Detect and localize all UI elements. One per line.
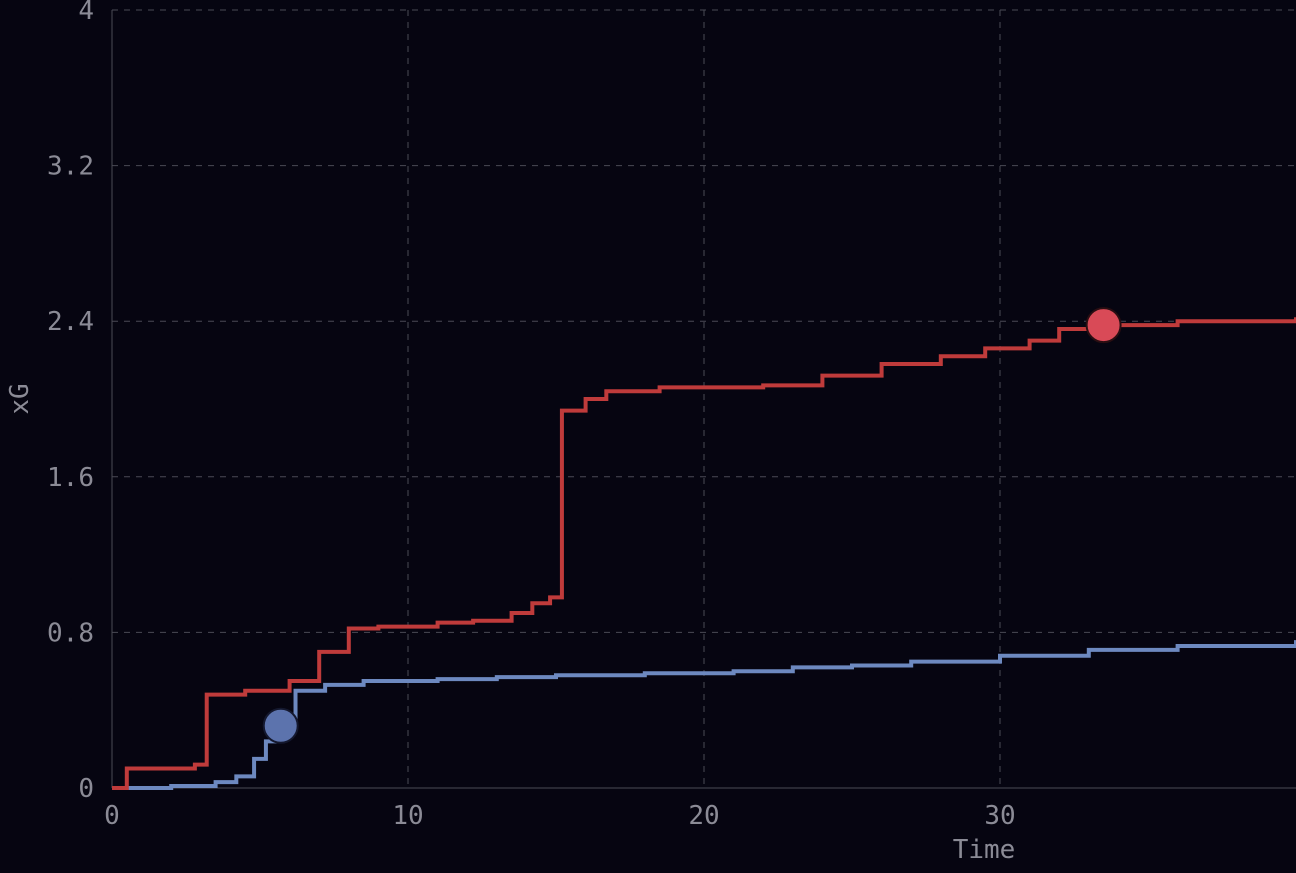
y-axis-label: xG <box>5 383 35 414</box>
y-tick-label: 0.8 <box>47 618 94 648</box>
series-blue-marker <box>264 709 298 743</box>
x-tick-label: 20 <box>688 801 719 831</box>
y-tick-label: 1.6 <box>47 463 94 493</box>
chart-svg: 0 0.8 1.6 2.4 3.2 4 0 10 20 30 xG Time <box>0 0 1296 873</box>
y-tick-label: 2.4 <box>47 307 94 337</box>
xg-chart: 0 0.8 1.6 2.4 3.2 4 0 10 20 30 xG Time <box>0 0 1296 873</box>
y-tick-label: 4 <box>78 0 94 26</box>
x-tick-label: 30 <box>984 801 1015 831</box>
x-tick-label: 10 <box>392 801 423 831</box>
y-tick-label: 0 <box>78 774 94 804</box>
x-tick-label: 0 <box>104 801 120 831</box>
series-red-marker <box>1087 308 1121 342</box>
x-axis-label: Time <box>953 835 1016 865</box>
y-tick-label: 3.2 <box>47 152 94 182</box>
